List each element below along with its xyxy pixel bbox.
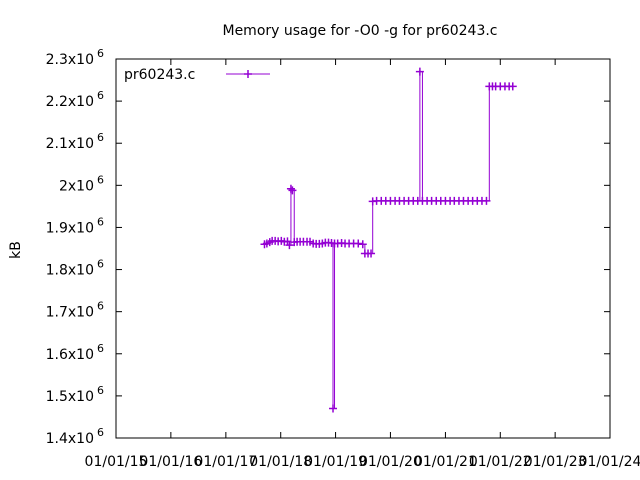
x-tick-label: 01/01/22 (469, 454, 532, 470)
x-tick-label: 01/01/15 (85, 454, 148, 470)
y-tick-label: 2x10 6 (59, 173, 104, 194)
y-tick-label: 2.3x10 6 (46, 47, 104, 68)
data-point (508, 82, 517, 91)
series-layer (260, 67, 517, 413)
y-axis-label: kB (8, 241, 24, 259)
data-point (358, 240, 367, 249)
x-tick-label: 01/01/20 (359, 454, 422, 470)
y-tick-label: 1.4x10 6 (46, 426, 104, 447)
y-tick-label: 1.5x10 6 (46, 384, 104, 405)
axes: 1.4x10 6 1.5x10 6 1.6x10 6 1.7x10 6 1.8x10 6 1.9x1… (46, 47, 640, 470)
legend: pr60243.c (124, 67, 270, 83)
series-line (264, 71, 513, 410)
y-tick-label: 1.9x10 6 (46, 215, 104, 236)
data-point (329, 404, 338, 413)
legend-label: pr60243.c (124, 67, 195, 83)
y-tick-label: 2.2x10 6 (46, 89, 104, 110)
data-point (415, 67, 424, 76)
plot-frame (115, 58, 611, 439)
data-point (367, 249, 376, 258)
x-tick-label: 01/01/19 (304, 454, 367, 470)
x-tick-label: 01/01/18 (249, 454, 312, 470)
y-tick-label: 1.7x10 6 (46, 300, 104, 321)
x-tick-label: 01/01/23 (524, 454, 587, 470)
data-point (482, 196, 491, 205)
y-tick-label: 2.1x10 6 (46, 131, 104, 152)
legend-marker (244, 70, 252, 78)
chart-title: Memory usage for -O0 -g for pr60243.c (222, 23, 497, 39)
x-tick-label: 01/01/17 (194, 454, 257, 470)
data-point (285, 241, 294, 250)
x-tick-label: 01/01/21 (414, 454, 477, 470)
x-tick-label: 01/01/16 (139, 454, 202, 470)
x-tick-label: 01/01/24 (579, 454, 640, 470)
y-tick-label: 1.6x10 6 (46, 342, 104, 363)
data-point (286, 184, 295, 193)
y-tick-label: 1.8x10 6 (46, 258, 104, 279)
data-point (288, 186, 297, 195)
data-point (354, 239, 363, 248)
